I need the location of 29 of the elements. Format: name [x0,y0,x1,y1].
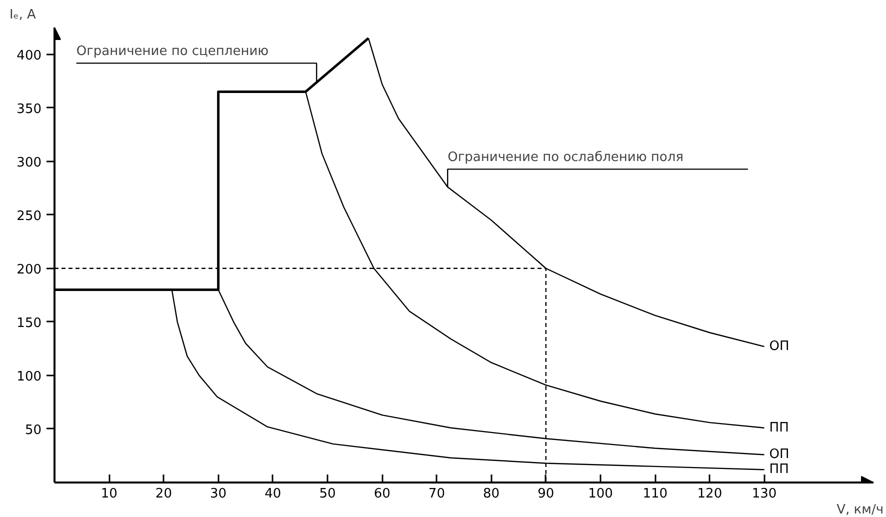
y-tick-label: 400 [16,48,42,64]
y-tick-label: 150 [16,316,42,331]
series-label: ОП [769,339,790,354]
annotation: Ограничение по сцеплению [76,44,269,60]
series-label: ОП [769,447,790,462]
annotation: Ограничение по ослаблению поля [448,150,684,166]
x-tick-label: 50 [319,486,336,502]
x-tick-label: 20 [155,486,172,502]
y-tick-label: 200 [16,262,42,278]
x-tick-label: 90 [538,486,554,502]
x-tick-label: 70 [428,486,445,502]
series-label: ПП [769,420,789,436]
y-tick-label: 250 [16,208,42,224]
x-tick-label: 60 [374,486,390,502]
y-tick-label: 350 [16,102,42,117]
x-tick-label: 30 [210,486,227,502]
x-tick-label: 120 [697,486,722,502]
x-tick-label: 100 [588,486,613,502]
y-tick-label: 100 [16,369,42,384]
series-label: ПП [769,462,789,478]
x-axis-title: V, км/ч [836,502,884,517]
x-tick-label: 130 [752,486,777,502]
x-tick-label: 80 [483,486,500,502]
x-tick-label: 110 [642,486,668,502]
y-tick-label: 50 [24,422,42,438]
y-tick-label: 300 [16,155,42,170]
x-tick-label: 40 [264,486,282,502]
y-axis-title: Iₑ, A [10,8,36,22]
x-tick-label: 10 [100,486,118,502]
